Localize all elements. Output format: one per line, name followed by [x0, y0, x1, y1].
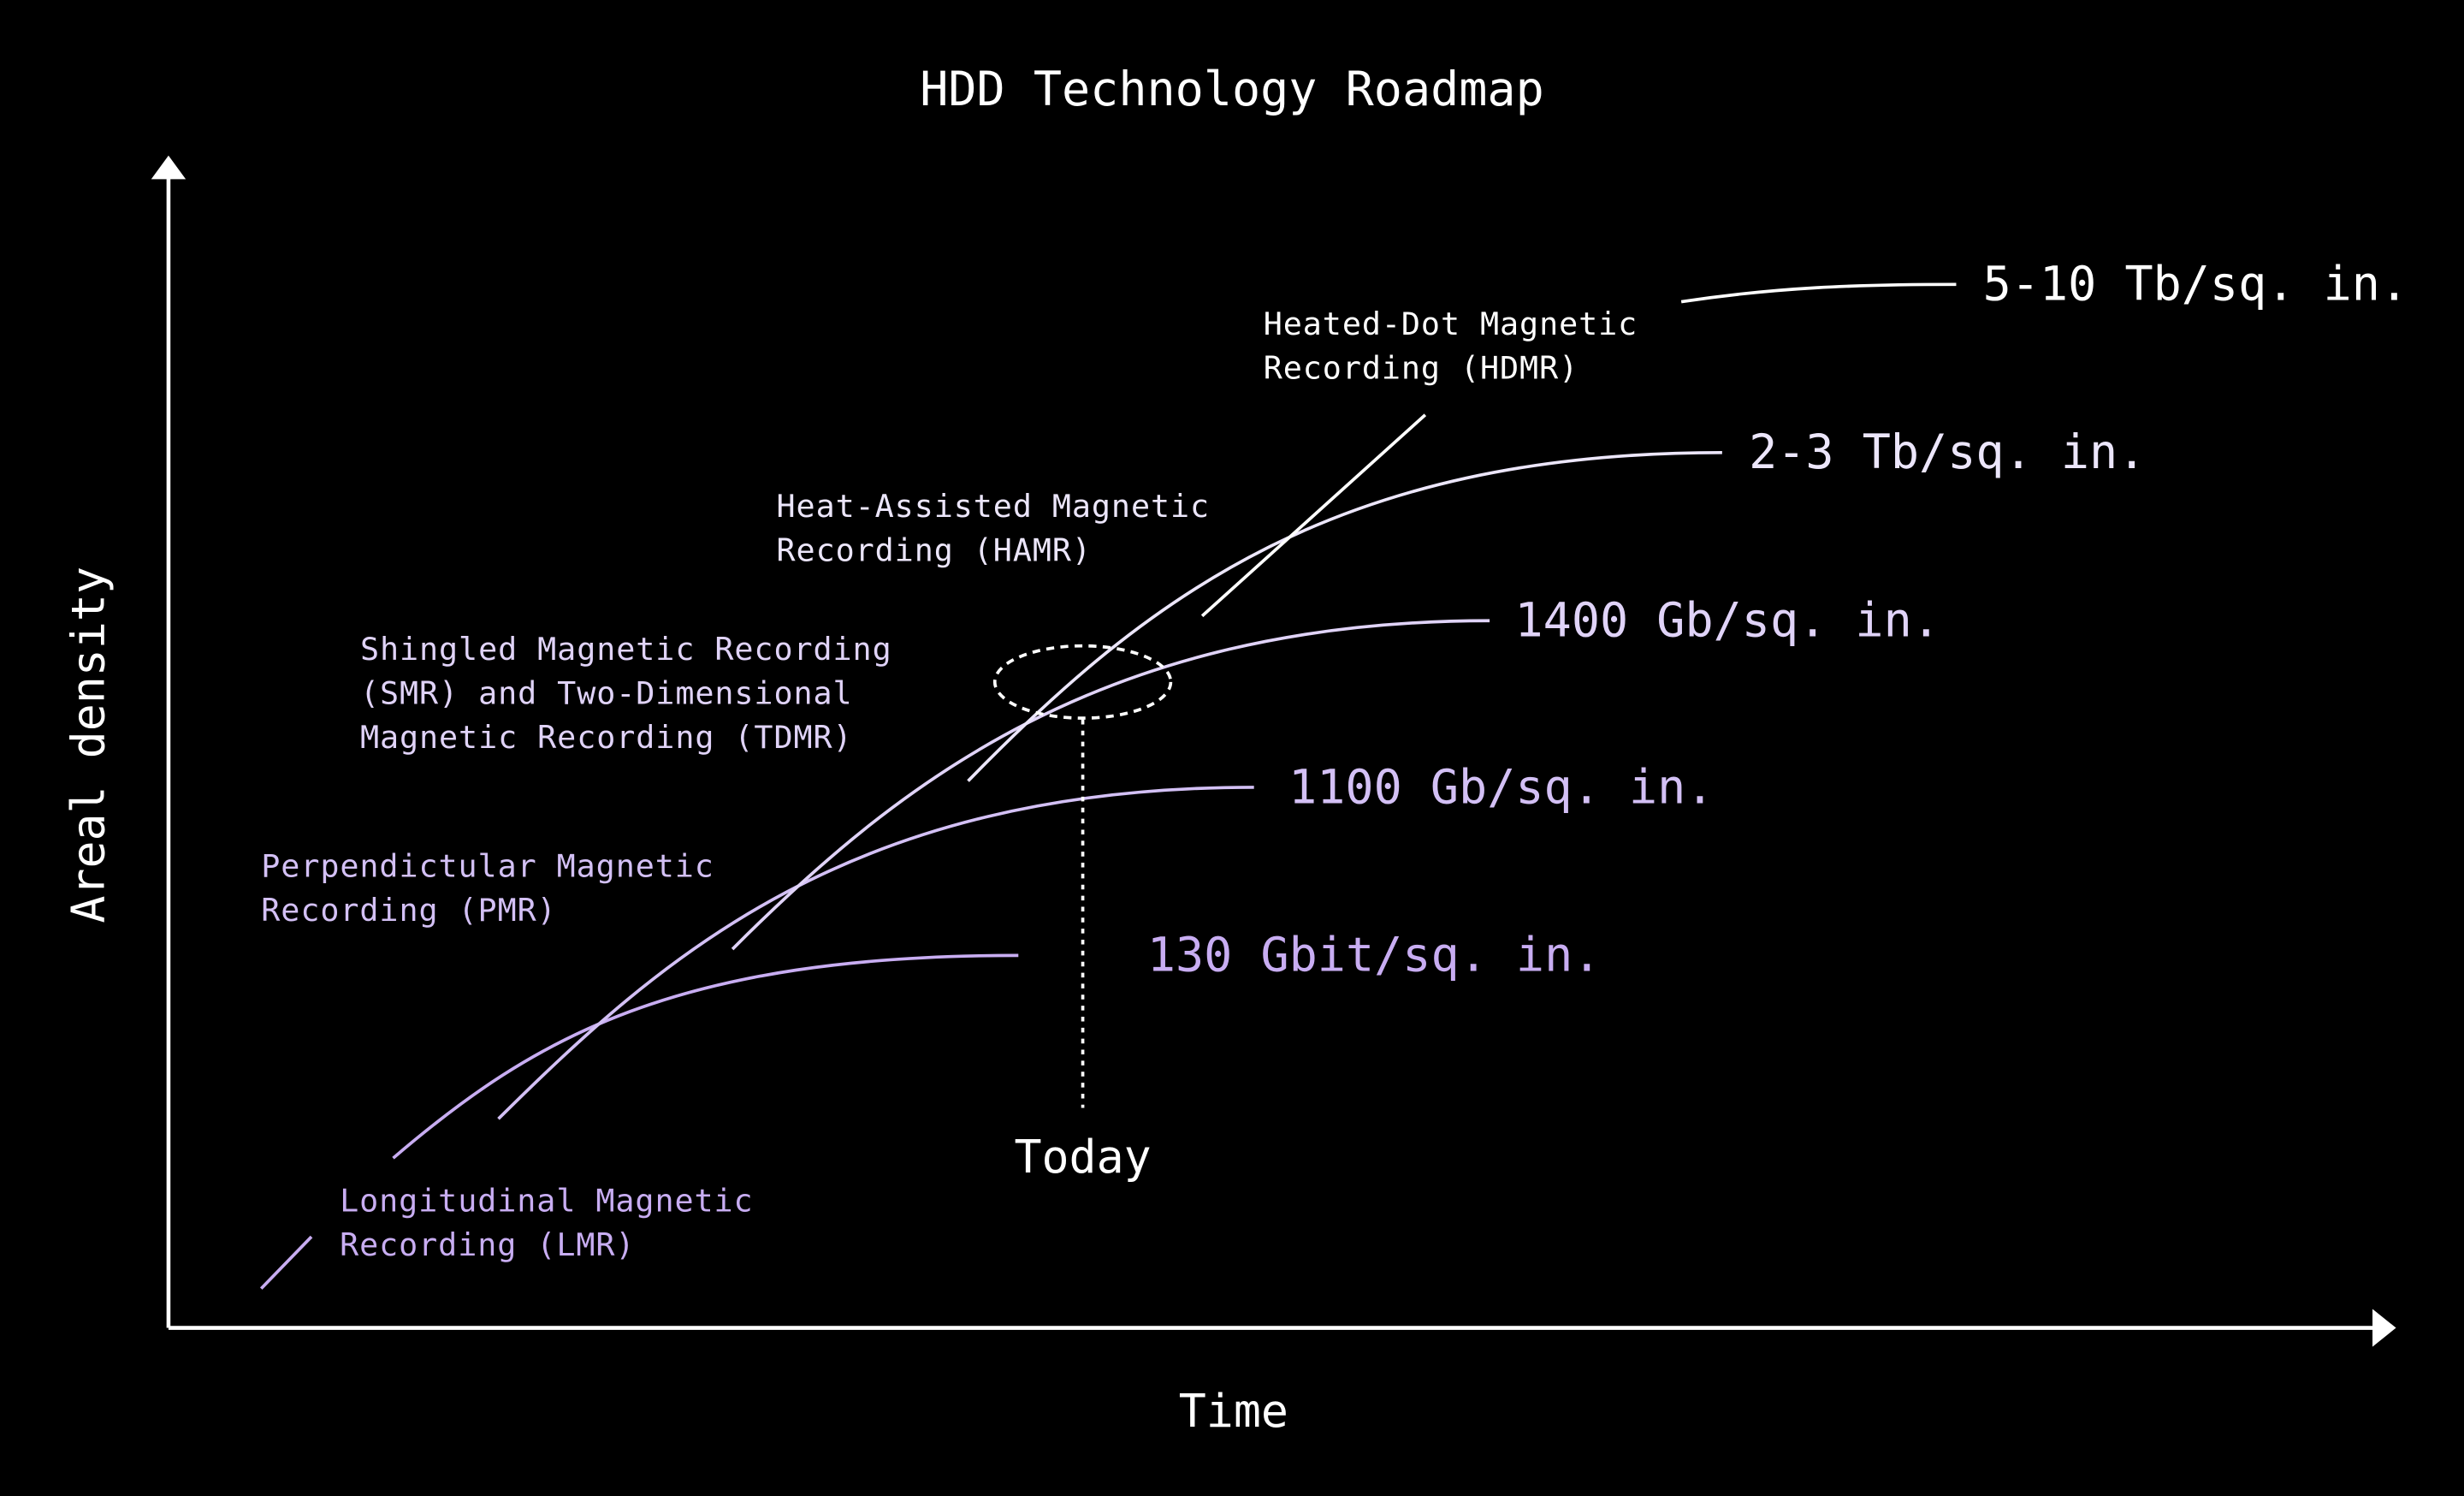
hdmr-curves — [1200, 282, 1957, 618]
technology-label: Recording (HDMR) — [1264, 350, 1578, 387]
technology-label: Heat-Assisted Magnetic — [777, 488, 1211, 525]
y-axis-label: Areal density — [62, 567, 116, 923]
density-label: 1100 Gb/sq. in. — [1288, 759, 1714, 814]
title: HDD Technology Roadmap — [920, 62, 1544, 116]
density-label: 130 Gbit/sq. in. — [1147, 928, 1602, 982]
today-label: Today — [1014, 1131, 1151, 1184]
lmr-start — [259, 1235, 313, 1290]
technology-label: Recording (LMR) — [340, 1226, 635, 1263]
density-label: 2-3 Tb/sq. in. — [1749, 424, 2146, 479]
technology-label: Recording (PMR) — [261, 892, 556, 929]
technology-label: Heated-Dot Magnetic — [1264, 306, 1638, 342]
technology-label: (SMR) and Two-Dimensional — [360, 675, 853, 712]
density-label: 1400 Gb/sq. in. — [1515, 593, 1940, 648]
technology-label: Longitudinal Magnetic — [340, 1183, 754, 1220]
technology-label: Perpendictular Magnetic — [261, 848, 714, 885]
x-axis-arrow — [2372, 1309, 2396, 1347]
density-label: 5-10 Tb/sq. in. — [1983, 257, 2408, 312]
technology-label: Magnetic Recording (TDMR) — [360, 719, 853, 756]
technology-label: Shingled Magnetic Recording — [360, 631, 892, 668]
lmr-curve — [392, 953, 1019, 1160]
technology-labels: Longitudinal Magnetic Recording (LMR) 130 … — [261, 257, 2408, 1263]
today-ellipse — [992, 644, 1173, 720]
technology-label: Recording (HAMR) — [777, 532, 1092, 569]
x-axis-label: Time — [1179, 1385, 1288, 1438]
lmr-curves — [259, 953, 1019, 1290]
hdmr-curve — [1680, 282, 1957, 304]
pmr-curve — [497, 786, 1254, 1120]
hdmr-line — [1200, 413, 1427, 618]
y-axis-arrow — [151, 155, 187, 180]
hamr-curve — [967, 450, 1722, 782]
